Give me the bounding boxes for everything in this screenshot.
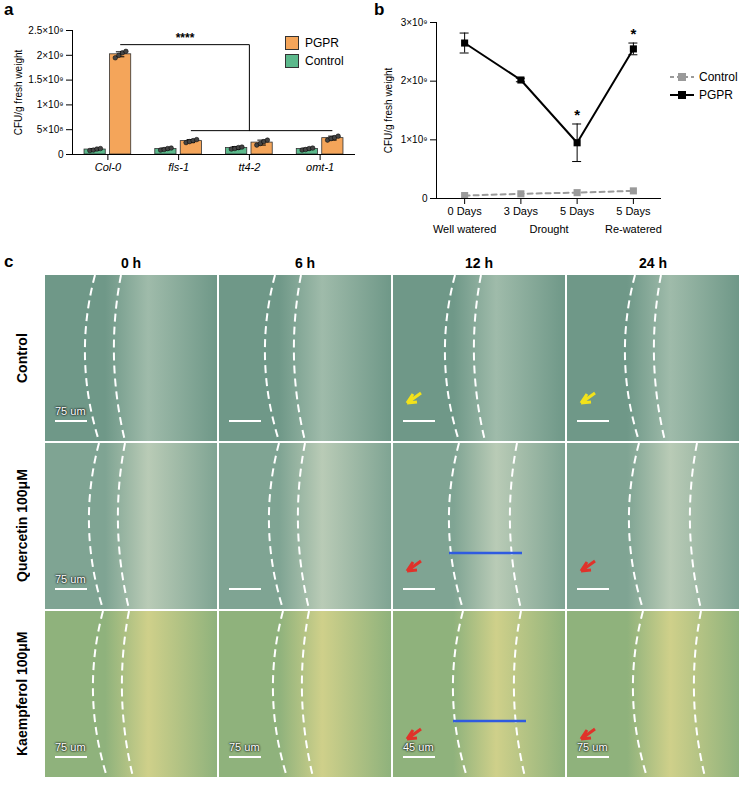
html-text:Control: Control — [699, 70, 738, 84]
svg-text:1×10⁹: 1×10⁹ — [401, 134, 428, 145]
html-text:b: b — [374, 0, 385, 19]
svg-text:Re-watered: Re-watered — [605, 223, 662, 235]
svg-text:0 Days: 0 Days — [448, 205, 483, 217]
html-text:6 h: 6 h — [294, 255, 316, 271]
svg-text:fls-1: fls-1 — [168, 161, 189, 173]
svg-text:5 Days: 5 Days — [560, 205, 595, 217]
html-text:a: a — [4, 0, 14, 19]
html-text:75 um: 75 um — [229, 741, 260, 753]
svg-text:Well watered: Well watered — [433, 223, 496, 235]
html-text:75 um: 75 um — [55, 573, 86, 585]
html-text:75 um: 75 um — [55, 405, 86, 417]
svg-text:5×10⁸: 5×10⁸ — [37, 124, 64, 135]
html-text:PGPR: PGPR — [699, 88, 733, 102]
html-text:Control: Control — [14, 333, 30, 383]
html-text:c: c — [4, 252, 14, 271]
html-text:75 um: 75 um — [55, 741, 86, 753]
svg-text:2×10⁹: 2×10⁹ — [37, 50, 64, 61]
html-text:0 h: 0 h — [120, 255, 142, 271]
svg-text:*: * — [630, 25, 636, 42]
html-text:24 h: 24 h — [639, 255, 667, 271]
html-text:Control: Control — [305, 54, 344, 68]
svg-text:2.5×10⁹: 2.5×10⁹ — [28, 25, 63, 36]
html-text:Quercetin 100μM: Quercetin 100μM — [14, 469, 30, 583]
svg-text:Col-0: Col-0 — [95, 161, 122, 173]
html-text:75 um: 75 um — [577, 741, 608, 753]
svg-text:CFU/g fresh weight: CFU/g fresh weight — [13, 49, 24, 135]
svg-text:omt-1: omt-1 — [306, 161, 334, 173]
svg-text:*: * — [574, 106, 580, 123]
svg-text:1.5×10⁹: 1.5×10⁹ — [28, 74, 63, 85]
html-text:12 h: 12 h — [465, 255, 493, 271]
svg-text:1×10⁹: 1×10⁹ — [37, 99, 64, 110]
svg-text:tt4-2: tt4-2 — [238, 161, 260, 173]
svg-text:3 Days: 3 Days — [504, 205, 539, 217]
html-text:Kaempferol 100μM: Kaempferol 100μM — [14, 631, 30, 757]
svg-text:****: **** — [176, 31, 195, 45]
svg-text:0: 0 — [422, 193, 428, 204]
html-text:PGPR: PGPR — [305, 36, 339, 50]
html-text:45 um: 45 um — [403, 741, 434, 753]
svg-text:5 Days: 5 Days — [616, 205, 651, 217]
svg-text:CFU/g fresh weight: CFU/g fresh weight — [383, 67, 394, 153]
svg-text:Drought: Drought — [529, 223, 568, 235]
svg-text:3×10⁹: 3×10⁹ — [401, 17, 428, 28]
svg-text:0: 0 — [58, 149, 64, 160]
svg-text:2×10⁹: 2×10⁹ — [401, 75, 428, 86]
